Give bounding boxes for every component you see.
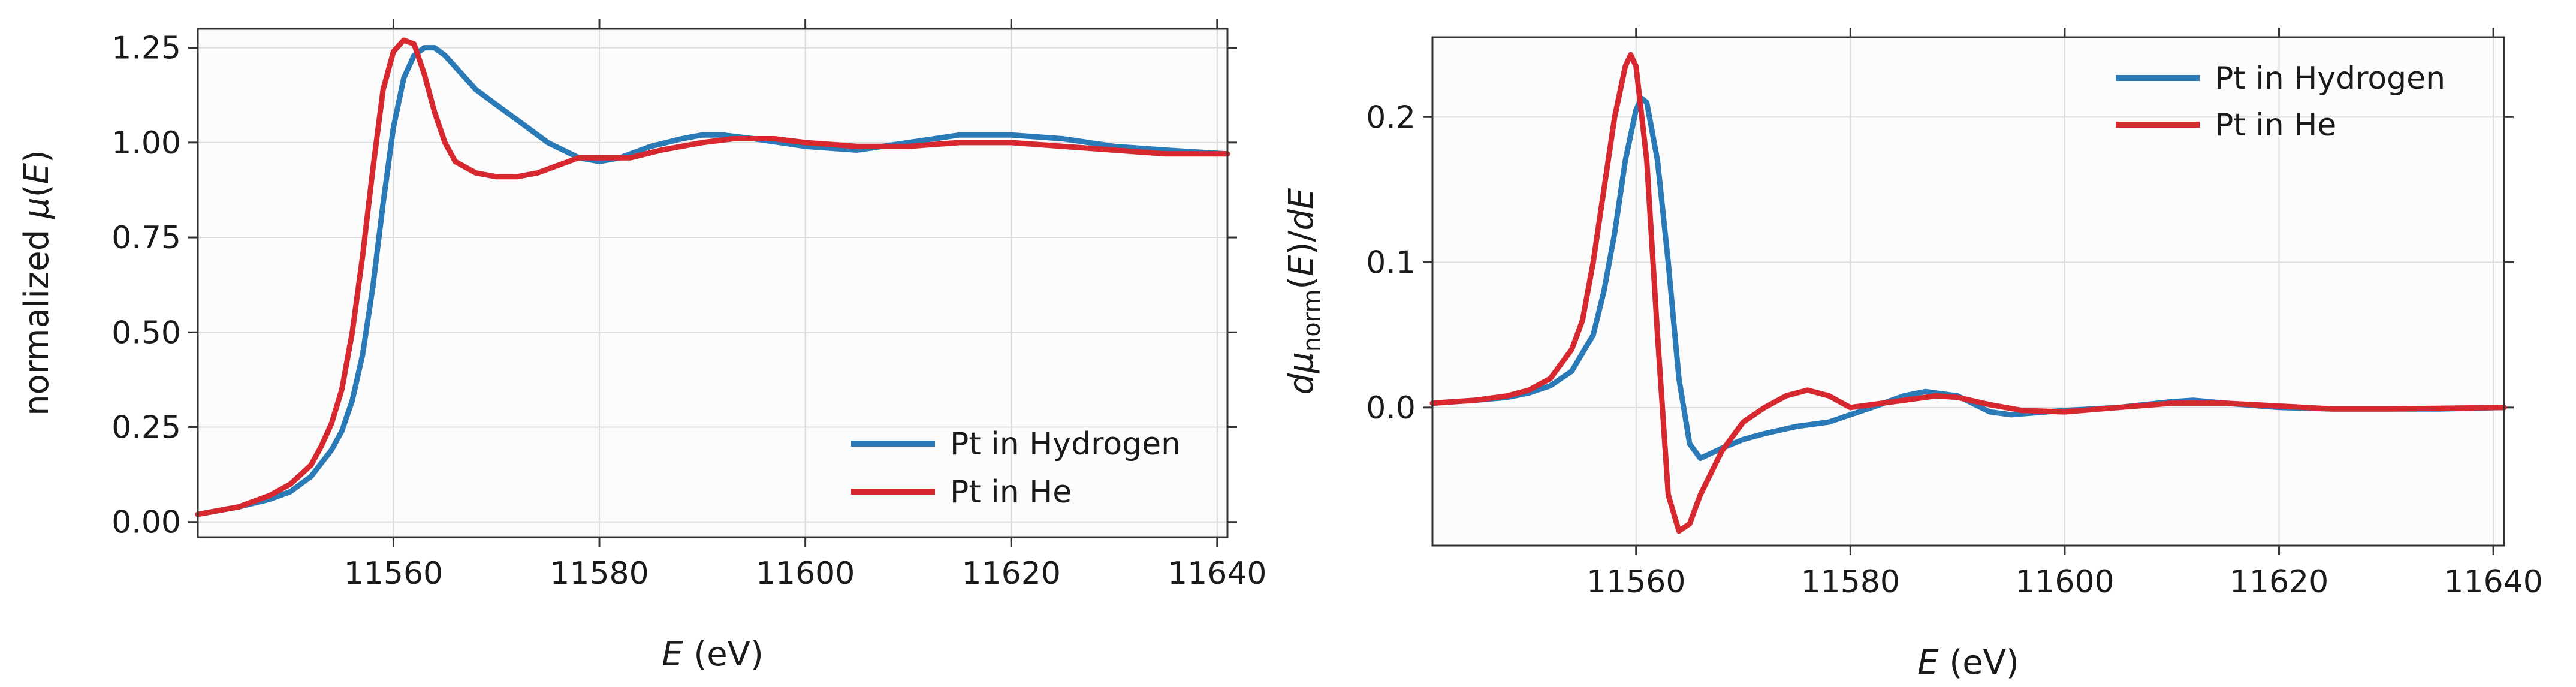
right-legend-hydrogen-label: Pt in Hydrogen (2215, 61, 2445, 97)
right-y-axis-label: dμnorm(E)/dE (1282, 188, 1326, 394)
left-ticks: 11560 11580 11600 11620 11640 0.00 0.25 0.50 0.7… (111, 19, 1267, 592)
left-x-tick-label: 11600 (756, 556, 855, 592)
left-y-tick-label: 0.75 (111, 220, 181, 256)
left-y-tick-label: 0.25 (111, 409, 181, 445)
right-x-tick-label: 11560 (1586, 564, 1685, 600)
left-x-tick-label: 11620 (962, 556, 1061, 592)
right-y-tick-label: 0.2 (1366, 100, 1416, 135)
right-x-tick-label: 11600 (2015, 564, 2114, 600)
right-chart-panel: 11560 11580 11600 11620 11640 0.0 0.1 0.2 dμnor… (1282, 28, 2543, 682)
right-plot-area (1431, 36, 2505, 547)
right-legend: Pt in Hydrogen Pt in He (2116, 61, 2445, 143)
left-x-tick-label: 11560 (344, 556, 443, 592)
left-plot-area (197, 28, 1229, 538)
right-legend-he-label: Pt in He (2215, 107, 2336, 143)
right-x-axis-label: E (eV) (1917, 643, 2019, 682)
left-x-tick-label: 11640 (1168, 556, 1266, 592)
left-x-tick-label: 11580 (550, 556, 648, 592)
left-chart-panel: 11560 11580 11600 11620 11640 0.00 0.25 0.50 0.7… (17, 19, 1267, 674)
right-x-tick-label: 11640 (2444, 564, 2542, 600)
left-frame-border (197, 28, 1229, 538)
right-x-tick-label: 11620 (2230, 564, 2328, 600)
left-legend-hydrogen-label: Pt in Hydrogen (950, 426, 1181, 462)
right-ticks: 11560 11580 11600 11620 11640 0.0 0.1 0.2 (1366, 28, 2543, 600)
left-x-axis-label: E (eV) (662, 635, 764, 674)
left-y-tick-label: 0.50 (111, 315, 181, 351)
left-y-axis-label: normalized μ(E) (17, 150, 56, 416)
left-y-tick-label: 1.00 (111, 125, 181, 161)
left-legend-he-label: Pt in He (950, 474, 1072, 510)
right-series-he-line (1429, 52, 2507, 534)
left-series (195, 37, 1230, 517)
left-series-he-line (195, 37, 1230, 517)
left-series-hydrogen-line (195, 45, 1230, 517)
left-y-tick-label: 1.25 (111, 31, 181, 67)
right-series (1429, 52, 2507, 534)
right-y-tick-label: 0.1 (1366, 245, 1416, 281)
left-y-tick-label: 0.00 (111, 505, 181, 541)
right-frame-border (1431, 36, 2505, 547)
right-x-tick-label: 11580 (1801, 564, 1900, 600)
left-legend: Pt in Hydrogen Pt in He (851, 426, 1181, 510)
right-y-tick-label: 0.0 (1366, 390, 1416, 426)
